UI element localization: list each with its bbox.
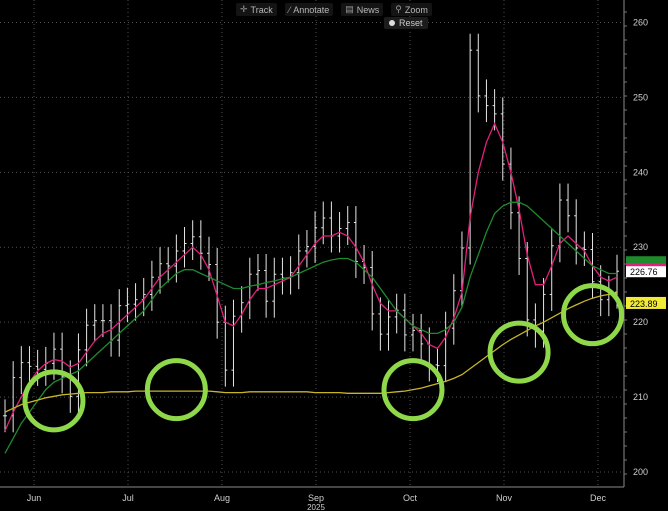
highlight-circle [144,358,208,422]
y-tick-label: 240 [633,167,648,177]
track-label: Track [250,4,273,15]
x-tick-label: Jul [122,493,134,503]
last-price-tag [626,265,666,278]
x-tick-label: Sep [308,493,324,503]
x-tick-label: Nov [496,493,513,503]
x-tick-label: Oct [403,493,418,503]
news-button[interactable]: ▤ News [341,3,384,16]
pencil-icon: ⁄ [288,4,291,15]
reset-label: Reset [399,18,423,28]
x-tick-label: Dec [590,493,607,503]
x-year-label: 2025 [307,503,325,511]
chart-toolbar: ✛ Track ⁄ Annotate ▤ News ⚲ Zoom [236,3,432,16]
magnifier-icon: ⚲ [395,4,402,14]
reset-button[interactable]: Reset [384,17,428,29]
highlight-circle [561,283,625,347]
highlight-circle [22,369,86,433]
crosshair-icon: ✛ [240,4,248,14]
slow-ma-tag [626,296,666,309]
track-button[interactable]: ✛ Track [236,3,277,16]
y-tick-label: 230 [633,242,648,252]
news-label: News [356,4,380,15]
news-icon: ▤ [345,4,354,14]
mid-ma-line [4,201,617,454]
highlight-circle [487,320,551,384]
highlight-circle [381,358,445,422]
zoom-button[interactable]: ⚲ Zoom [391,3,432,16]
x-tick-label: Aug [214,493,230,503]
fast-ma-line [4,121,618,432]
y-tick-label: 220 [633,317,648,327]
annotate-label: Annotate [293,4,330,15]
slow-ma-line [4,292,618,413]
slow-ma-label: 223.89 [630,299,658,309]
last-price-label: 226.76 [630,267,658,277]
y-tick-label: 260 [633,17,648,27]
annotate-button[interactable]: ⁄ Annotate [284,3,334,16]
y-tick-label: 210 [633,392,648,402]
zoom-label: Zoom [404,4,428,15]
y-tick-label: 200 [633,467,648,477]
fast-ma-tag [626,263,666,267]
x-tick-label: Jun [27,493,42,503]
reset-icon [389,20,395,26]
y-tick-label: 250 [633,92,648,102]
mid-ma-tag [626,256,666,265]
